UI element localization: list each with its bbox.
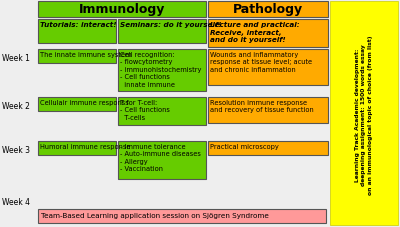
Text: Lecture and practical:
Receive, interact,
and do it yourself!: Lecture and practical: Receive, interact…	[210, 22, 300, 43]
Text: Team-Based Learning application session on Sjögren Syndrome: Team-Based Learning application session …	[41, 212, 269, 218]
Text: Resolution immune response
and recovery of tissue function: Resolution immune response and recovery …	[210, 100, 314, 113]
Text: Cell recognition:
- flowcytometry
- immunohistochemistry
- Cell functions
  inna: Cell recognition: - flowcytometry - immu…	[120, 52, 201, 88]
Text: Tutorials: interact!: Tutorials: interact!	[40, 22, 116, 28]
Text: Pathology: Pathology	[233, 3, 303, 16]
Text: The innate immune system: The innate immune system	[40, 52, 132, 58]
FancyBboxPatch shape	[208, 20, 328, 48]
FancyBboxPatch shape	[38, 20, 116, 44]
Text: Practical microscopy: Practical microscopy	[210, 143, 279, 149]
FancyBboxPatch shape	[118, 20, 206, 44]
Text: Week 2: Week 2	[2, 101, 30, 111]
FancyBboxPatch shape	[38, 50, 116, 64]
Text: Cellulair immune responss: Cellulair immune responss	[40, 100, 129, 106]
Text: - Immune tolerance
- Auto-immune diseases
- Allergy
- Vaccination: - Immune tolerance - Auto-immune disease…	[120, 143, 201, 172]
Text: Learning Track Academic development:
deepening assignment: 1500 words essay
on a: Learning Track Academic development: dee…	[355, 35, 373, 194]
FancyBboxPatch shape	[208, 98, 328, 123]
Text: Immunology: Immunology	[79, 3, 165, 16]
FancyBboxPatch shape	[330, 2, 398, 225]
Text: Week 4: Week 4	[2, 197, 30, 206]
FancyBboxPatch shape	[208, 141, 328, 155]
FancyBboxPatch shape	[118, 98, 206, 126]
FancyBboxPatch shape	[208, 50, 328, 86]
Text: T for T-cell:
- Cell functions
  T-cells: T for T-cell: - Cell functions T-cells	[120, 100, 170, 121]
FancyBboxPatch shape	[38, 141, 116, 155]
FancyBboxPatch shape	[38, 2, 206, 18]
Text: Week 3: Week 3	[2, 145, 30, 154]
FancyBboxPatch shape	[38, 98, 116, 111]
Text: Week 1: Week 1	[2, 54, 30, 63]
FancyBboxPatch shape	[208, 2, 328, 18]
FancyBboxPatch shape	[118, 141, 206, 179]
FancyBboxPatch shape	[118, 50, 206, 92]
Text: Wounds and inflammatory
response at tissue level; acute
and chronic inflammation: Wounds and inflammatory response at tiss…	[210, 52, 312, 73]
Text: Seminars: do it yourself!: Seminars: do it yourself!	[120, 22, 221, 28]
FancyBboxPatch shape	[38, 209, 326, 223]
Text: Humoral immune response: Humoral immune response	[40, 143, 130, 149]
